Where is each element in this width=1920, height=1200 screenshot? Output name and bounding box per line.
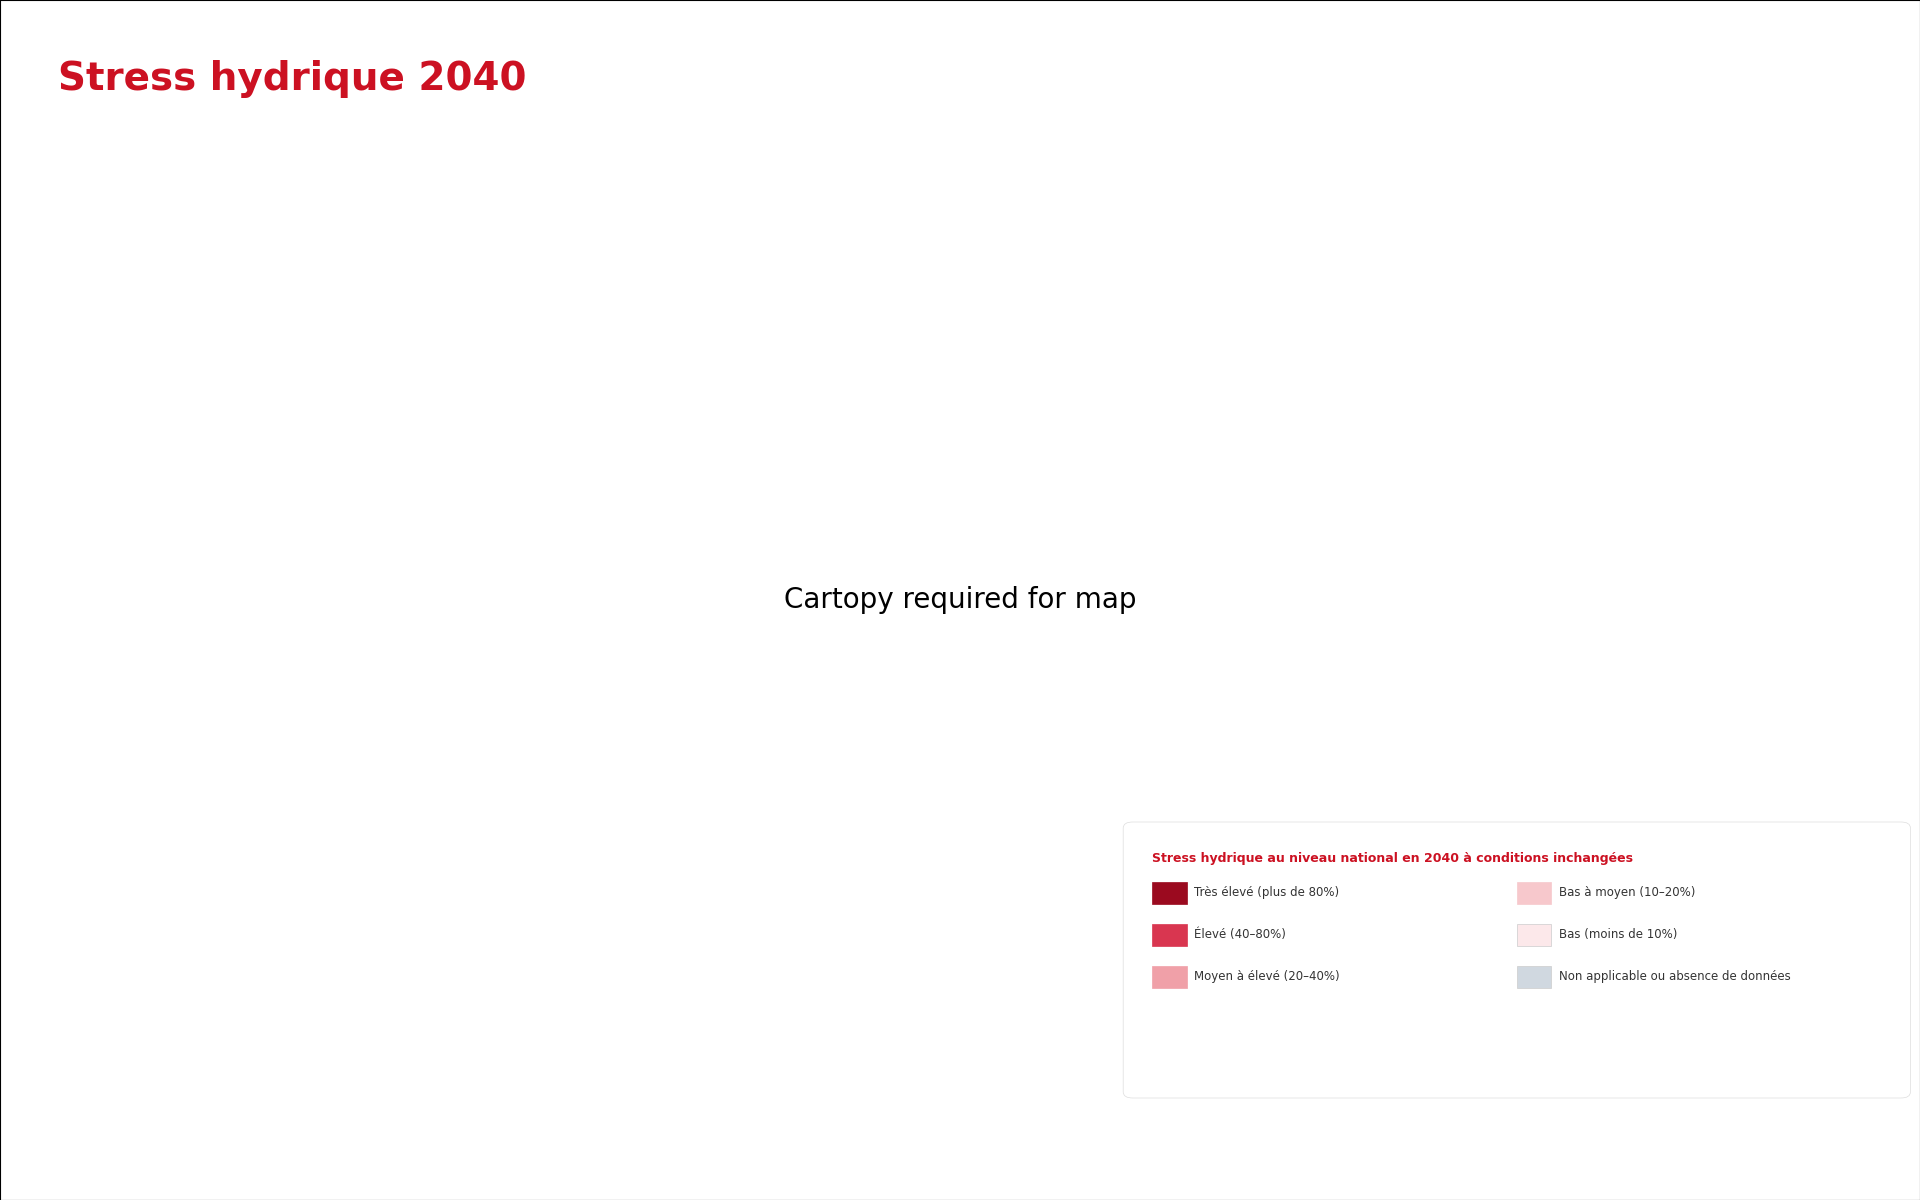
Text: Cartopy required for map: Cartopy required for map [783,586,1137,614]
Text: Bas à moyen (10–20%): Bas à moyen (10–20%) [1559,887,1695,899]
Text: Moyen à élevé (20–40%): Moyen à élevé (20–40%) [1194,971,1340,983]
Text: Bas (moins de 10%): Bas (moins de 10%) [1559,929,1678,941]
Text: Stress hydrique au niveau national en 2040 à conditions inchangées: Stress hydrique au niveau national en 20… [1152,852,1634,865]
Text: Très élevé (plus de 80%): Très élevé (plus de 80%) [1194,887,1340,899]
Text: Stress hydrique 2040: Stress hydrique 2040 [58,60,526,98]
Text: Élevé (40–80%): Élevé (40–80%) [1194,929,1286,941]
Text: Non applicable ou absence de données: Non applicable ou absence de données [1559,971,1791,983]
